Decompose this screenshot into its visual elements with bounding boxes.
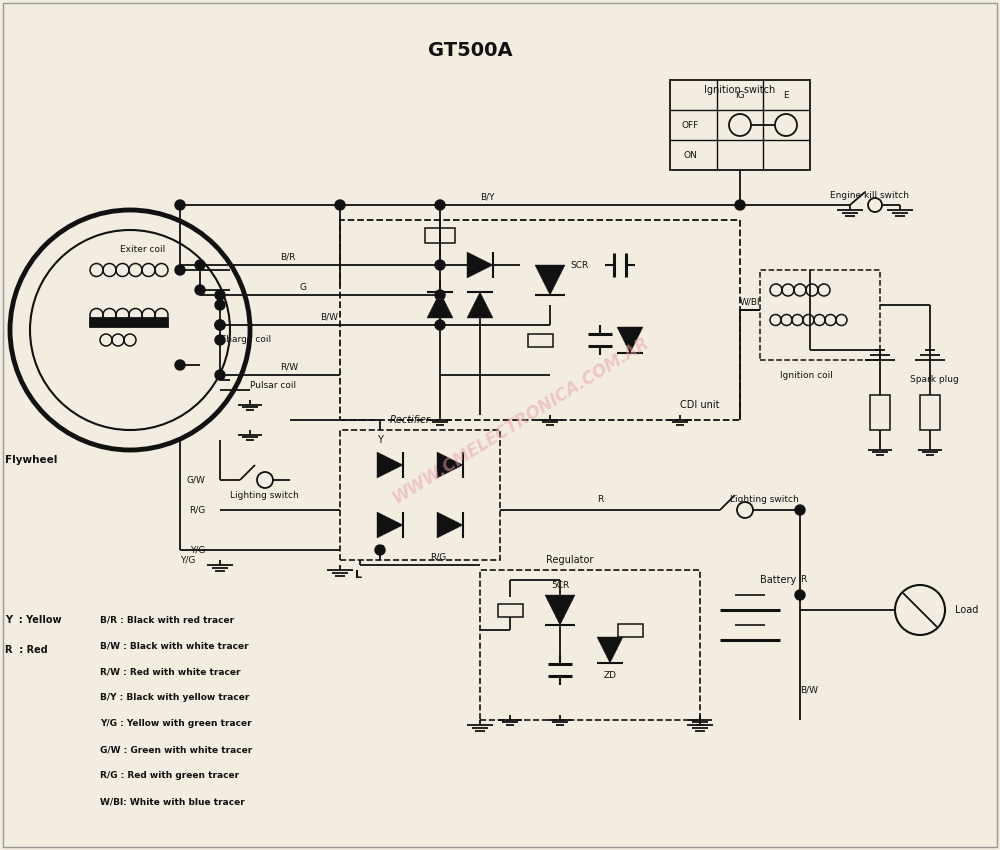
Text: R  : Red: R : Red bbox=[5, 645, 48, 655]
Circle shape bbox=[215, 335, 225, 345]
Text: G: G bbox=[300, 282, 307, 292]
Text: R/G: R/G bbox=[189, 506, 205, 514]
Text: R: R bbox=[800, 575, 806, 585]
Text: B/W: B/W bbox=[800, 685, 818, 694]
Circle shape bbox=[175, 360, 185, 370]
Text: Y: Y bbox=[377, 435, 383, 445]
Polygon shape bbox=[597, 637, 623, 663]
Bar bbox=[340, 220, 740, 420]
Text: Ignition coil: Ignition coil bbox=[780, 371, 833, 379]
Circle shape bbox=[375, 545, 385, 555]
Circle shape bbox=[195, 260, 205, 270]
Text: W/Bl: W/Bl bbox=[740, 298, 761, 307]
Polygon shape bbox=[437, 452, 463, 478]
Bar bbox=[920, 395, 940, 430]
Text: 5CR: 5CR bbox=[551, 581, 569, 590]
Circle shape bbox=[795, 590, 805, 600]
Text: Y/G : Yellow with green tracer: Y/G : Yellow with green tracer bbox=[100, 719, 252, 728]
Circle shape bbox=[335, 200, 345, 210]
Text: CDI unit: CDI unit bbox=[680, 400, 720, 410]
Text: G/W : Green with white tracer: G/W : Green with white tracer bbox=[100, 745, 252, 755]
Text: Y  : Yellow: Y : Yellow bbox=[5, 615, 62, 625]
Text: Ignition switch: Ignition switch bbox=[704, 85, 776, 95]
Text: Lighting switch: Lighting switch bbox=[730, 496, 799, 505]
Text: ON: ON bbox=[683, 150, 697, 160]
Text: Flywheel: Flywheel bbox=[5, 455, 57, 465]
Text: Y/G: Y/G bbox=[190, 546, 205, 554]
Text: R: R bbox=[597, 496, 603, 505]
Text: Y/G: Y/G bbox=[180, 556, 195, 564]
Text: SCR: SCR bbox=[570, 260, 588, 269]
Text: B/R : Black with red tracer: B/R : Black with red tracer bbox=[100, 615, 234, 625]
Bar bbox=[90, 318, 168, 327]
Bar bbox=[528, 333, 552, 347]
Bar bbox=[498, 604, 522, 616]
Text: Charge coil: Charge coil bbox=[220, 336, 271, 344]
Circle shape bbox=[215, 320, 225, 330]
Text: GT500A: GT500A bbox=[428, 41, 512, 60]
Text: Lighting switch: Lighting switch bbox=[230, 490, 299, 500]
Polygon shape bbox=[377, 512, 403, 538]
Text: Load: Load bbox=[955, 605, 978, 615]
Bar bbox=[480, 570, 700, 720]
Circle shape bbox=[195, 285, 205, 295]
Text: B/R: B/R bbox=[280, 252, 295, 262]
Text: Rectifier: Rectifier bbox=[390, 415, 430, 425]
Polygon shape bbox=[377, 452, 403, 478]
Circle shape bbox=[175, 265, 185, 275]
Circle shape bbox=[215, 290, 225, 300]
Text: B/W : Black with white tracer: B/W : Black with white tracer bbox=[100, 642, 249, 650]
Text: E: E bbox=[783, 90, 789, 99]
Bar bbox=[670, 80, 810, 170]
Polygon shape bbox=[535, 265, 565, 295]
Bar bbox=[340, 430, 500, 560]
Polygon shape bbox=[427, 292, 453, 318]
Text: R/W: R/W bbox=[280, 362, 298, 371]
Circle shape bbox=[435, 260, 445, 270]
Polygon shape bbox=[617, 327, 643, 353]
Circle shape bbox=[215, 300, 225, 310]
Text: Spark plug: Spark plug bbox=[910, 376, 959, 384]
Text: B/Y : Black with yellow tracer: B/Y : Black with yellow tracer bbox=[100, 694, 249, 702]
Polygon shape bbox=[437, 512, 463, 538]
Text: ZD: ZD bbox=[604, 671, 616, 679]
Bar bbox=[870, 395, 890, 430]
Text: R/G : Red with green tracer: R/G : Red with green tracer bbox=[100, 772, 239, 780]
Text: W/Bl: White with blue tracer: W/Bl: White with blue tracer bbox=[100, 797, 245, 807]
Text: Y: Y bbox=[377, 545, 383, 555]
Text: IG: IG bbox=[735, 90, 745, 99]
Text: Exiter coil: Exiter coil bbox=[120, 246, 165, 254]
Circle shape bbox=[435, 320, 445, 330]
Circle shape bbox=[215, 320, 225, 330]
Circle shape bbox=[175, 200, 185, 210]
Circle shape bbox=[435, 200, 445, 210]
Text: R/W : Red with white tracer: R/W : Red with white tracer bbox=[100, 667, 240, 677]
Text: B/W: B/W bbox=[320, 313, 338, 321]
Circle shape bbox=[795, 505, 805, 515]
Text: L: L bbox=[355, 570, 362, 580]
Text: OFF: OFF bbox=[681, 121, 699, 129]
Text: Battery: Battery bbox=[760, 575, 796, 585]
Circle shape bbox=[215, 370, 225, 380]
Bar bbox=[760, 270, 880, 360]
Text: Pulsar coil: Pulsar coil bbox=[250, 381, 296, 389]
Text: WWW.CMELECTRONICA.COM.AR: WWW.CMELECTRONICA.COM.AR bbox=[388, 333, 652, 507]
Bar bbox=[425, 228, 455, 242]
Polygon shape bbox=[467, 252, 493, 278]
Polygon shape bbox=[467, 292, 493, 318]
Polygon shape bbox=[545, 595, 575, 625]
Text: Regulator: Regulator bbox=[546, 555, 594, 565]
Circle shape bbox=[435, 290, 445, 300]
Text: Engine kill switch: Engine kill switch bbox=[830, 190, 909, 200]
Bar bbox=[618, 624, 642, 637]
Text: G/W: G/W bbox=[186, 475, 205, 484]
Circle shape bbox=[735, 200, 745, 210]
Text: B/Y: B/Y bbox=[480, 192, 494, 201]
Text: R/G: R/G bbox=[430, 552, 446, 562]
